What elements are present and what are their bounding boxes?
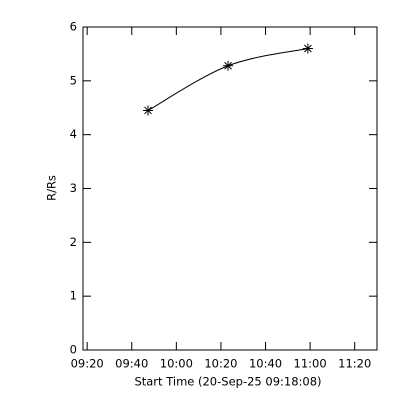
y-tick-label: 3 — [70, 181, 77, 195]
y-tick-label: 6 — [70, 20, 77, 34]
y-tick-label: 2 — [70, 235, 77, 249]
x-tick-label: 11:00 — [294, 357, 327, 371]
data-point — [143, 105, 154, 116]
x-tick-label: 11:20 — [338, 357, 371, 371]
plot-frame — [82, 26, 378, 351]
data-point — [223, 60, 234, 71]
y-tick-label: 0 — [70, 343, 77, 357]
y-axis-label: R/Rs — [45, 175, 59, 201]
x-tick-label: 10:20 — [204, 357, 237, 371]
x-tick-label: 09:20 — [71, 357, 104, 371]
x-tick-label: 10:00 — [160, 357, 193, 371]
y-tick-label: 5 — [70, 73, 77, 87]
x-tick-label: 10:40 — [249, 357, 282, 371]
y-tick-label: 4 — [70, 127, 77, 141]
data-line — [147, 48, 308, 111]
y-tick-label: 1 — [70, 289, 77, 303]
data-point — [302, 43, 313, 54]
x-tick-label: 09:40 — [115, 357, 148, 371]
x-axis-label: Start Time (20-Sep-25 09:18:08) — [134, 375, 321, 389]
